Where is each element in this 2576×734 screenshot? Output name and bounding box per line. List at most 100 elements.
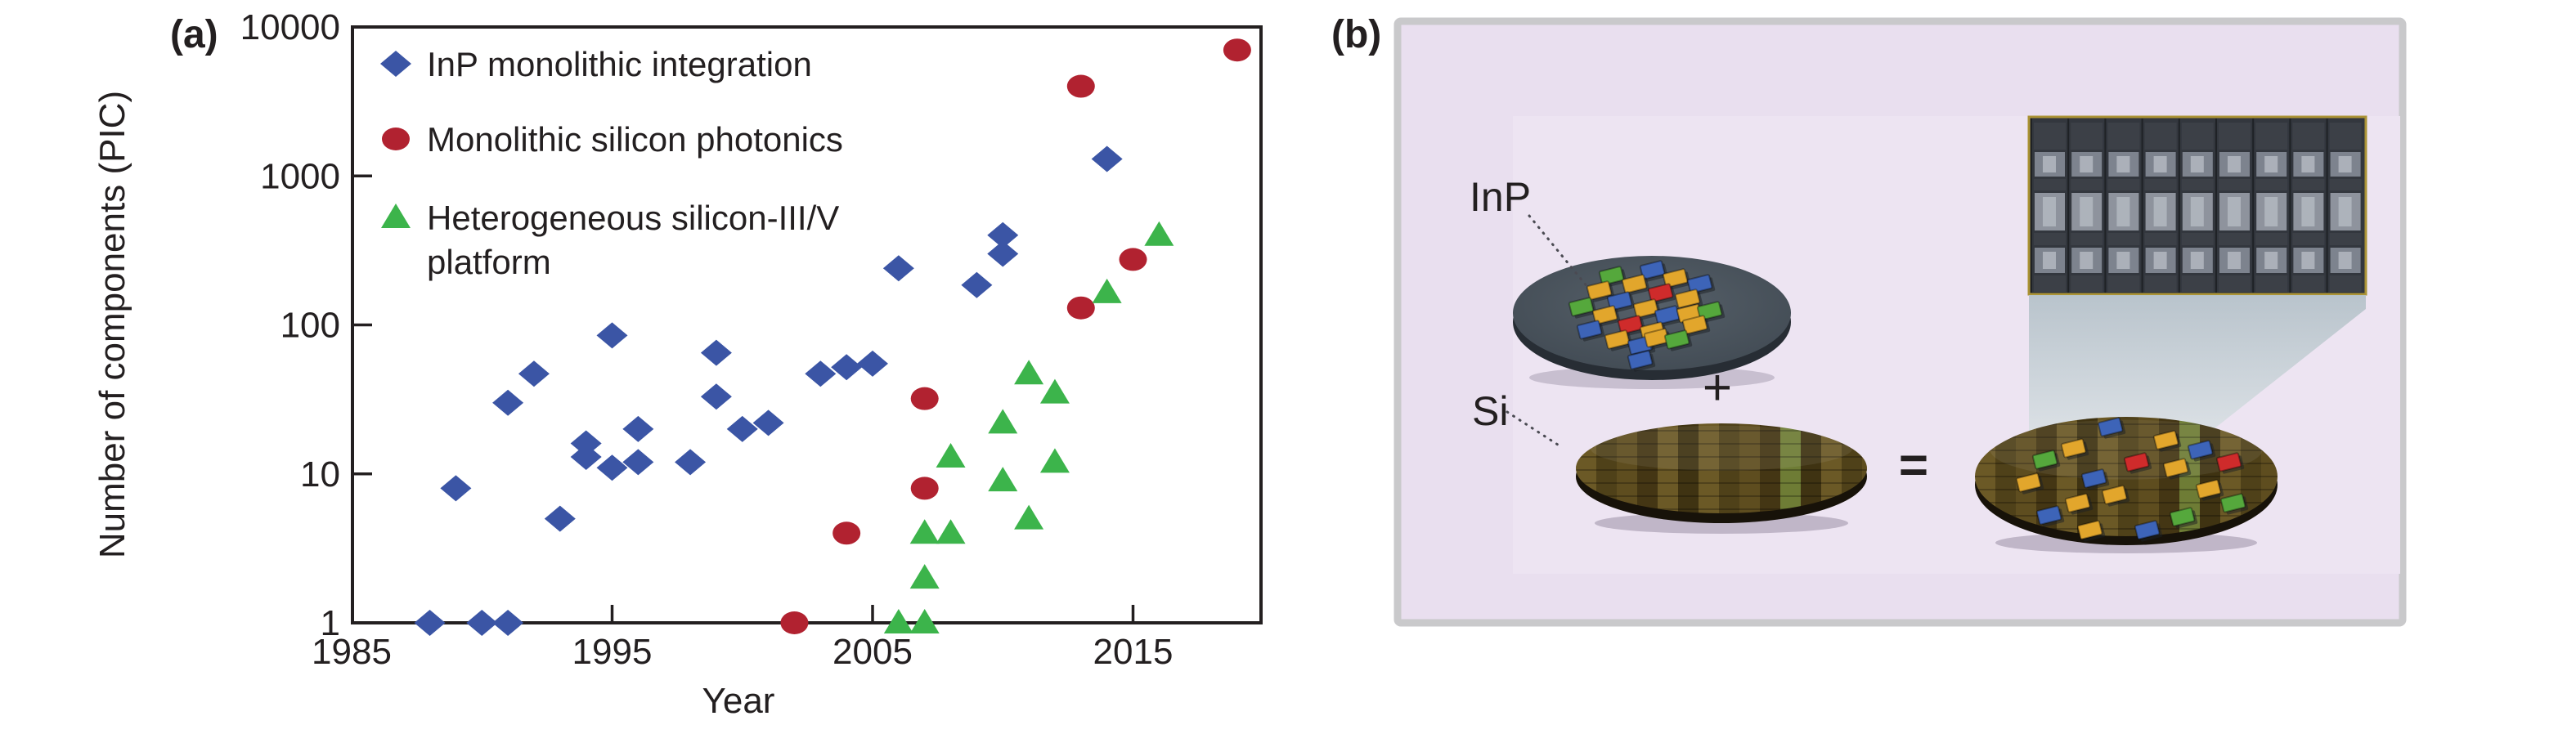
sem-cell-dark	[2107, 233, 2140, 245]
wafer-die-line	[1576, 508, 1867, 510]
sem-cell-dark	[2034, 233, 2066, 245]
sem-cell-core	[2116, 197, 2130, 226]
chip-die	[2097, 417, 2124, 437]
series-diamond	[414, 145, 1123, 636]
chip-die	[1681, 315, 1708, 335]
equals-sign: =	[1899, 437, 1928, 494]
wafer-stripe	[2200, 417, 2220, 536]
chip-die	[1639, 260, 1666, 280]
sem-cell-core	[2264, 156, 2278, 172]
wafer-die-line	[1975, 502, 2278, 504]
wafer-stripe	[2220, 417, 2241, 536]
si-wafer-label: Si	[1472, 388, 1508, 434]
hybrid-result-wafer	[1975, 417, 2278, 553]
chart-plot-area: Number of components (PIC) Year 1985 1995 20…	[92, 7, 1263, 721]
sem-cell-dark	[2034, 179, 2066, 190]
data-point	[909, 609, 940, 633]
si-pointer-line	[1506, 410, 1562, 448]
sem-cell-dark	[2181, 275, 2214, 292]
sem-cell-core	[2080, 252, 2094, 269]
legend-marker-circle	[382, 128, 410, 150]
wafer-die-line	[1975, 528, 2278, 530]
sem-cell-dark	[2255, 179, 2288, 190]
data-point	[832, 521, 861, 545]
wafer-die-line	[1975, 450, 2278, 451]
sem-cell-dark	[2292, 275, 2325, 292]
sem-cell-dark	[2329, 233, 2362, 245]
wafer-stripe	[1637, 423, 1658, 513]
sem-cell-dark	[2292, 123, 2325, 150]
sem-cell-dark	[2071, 233, 2103, 245]
chip-die	[2162, 458, 2189, 478]
wafer-die-line	[1576, 443, 1867, 445]
chip-die	[2035, 505, 2062, 526]
chip-die	[2123, 452, 2150, 472]
data-point	[675, 449, 707, 476]
legend-label: Monolithic silicon photonics	[427, 120, 843, 159]
sem-cell-dark	[2219, 179, 2251, 190]
sem-cell-dark	[2255, 123, 2288, 150]
chip-die	[1568, 297, 1595, 317]
legend-label: Heterogeneous silicon-III/V	[427, 199, 839, 237]
wafer-sheen	[1590, 425, 1853, 471]
sem-cell-dark	[2255, 233, 2288, 245]
sem-cell-dark	[2219, 275, 2251, 292]
data-point	[909, 564, 940, 589]
chip-die	[2031, 450, 2058, 470]
sem-cell-core	[2301, 156, 2315, 172]
sem-cell-dark	[2292, 233, 2325, 245]
data-point	[831, 354, 863, 381]
chip-die	[2187, 440, 2214, 460]
data-point	[780, 611, 809, 634]
sem-cell-dark	[2107, 275, 2140, 292]
chip-die	[1686, 274, 1713, 294]
data-point	[466, 610, 498, 636]
wafer-stripe	[1760, 423, 1780, 513]
y-axis-title: Number of components (PIC)	[92, 91, 132, 558]
wafer-stripe	[1699, 423, 1719, 513]
sem-cell-core	[2338, 156, 2352, 172]
sem-cell-core	[2301, 252, 2315, 269]
data-point	[1144, 221, 1174, 246]
wafer-stripe	[2118, 417, 2138, 536]
sem-cell-core	[2301, 197, 2315, 226]
wafer-stripe	[1617, 423, 1637, 513]
sem-inset-image	[2027, 115, 2367, 296]
inp-wafer-label: InP	[1470, 174, 1531, 220]
data-point	[882, 255, 914, 282]
sem-cell-dark	[2107, 179, 2140, 190]
sem-cell-dark	[2071, 179, 2103, 190]
sem-cell-core	[2264, 252, 2278, 269]
sem-cell-core	[2116, 156, 2130, 172]
data-point	[596, 322, 628, 349]
chip-die	[2076, 520, 2103, 540]
legend-marker-diamond	[380, 51, 411, 77]
wafer-stripe	[1719, 423, 1739, 513]
data-point	[544, 505, 576, 532]
panel-a-chart: (a) Number of components (PIC) Year 1985 19…	[92, 7, 1263, 721]
inp-wafer	[1513, 256, 1791, 389]
sem-cell-dark	[2329, 275, 2362, 292]
data-point	[518, 360, 550, 387]
chip-die	[2169, 507, 2196, 527]
x-tick-label: 1995	[572, 632, 653, 672]
sem-cell-core	[2153, 197, 2167, 226]
si-wafer	[1576, 423, 1867, 534]
y-tick-label: 10000	[240, 7, 340, 47]
sem-cell-core	[2190, 252, 2204, 269]
data-point	[1014, 504, 1044, 530]
sem-cell-dark	[2144, 233, 2177, 245]
plot-box	[351, 25, 1263, 624]
data-point	[570, 430, 602, 457]
data-point	[700, 339, 732, 366]
legend-item: InP monolithic integration	[380, 45, 812, 83]
sem-cell-dark	[2329, 179, 2362, 190]
legend-item: Monolithic silicon photonics	[382, 120, 843, 159]
sem-cell-dark	[2181, 123, 2214, 150]
legend: InP monolithic integration Monolithic sil…	[380, 45, 843, 281]
data-point	[857, 350, 888, 377]
chip-die	[2064, 493, 2091, 513]
wafer-stripe	[1739, 423, 1760, 513]
data-point	[1092, 278, 1122, 303]
